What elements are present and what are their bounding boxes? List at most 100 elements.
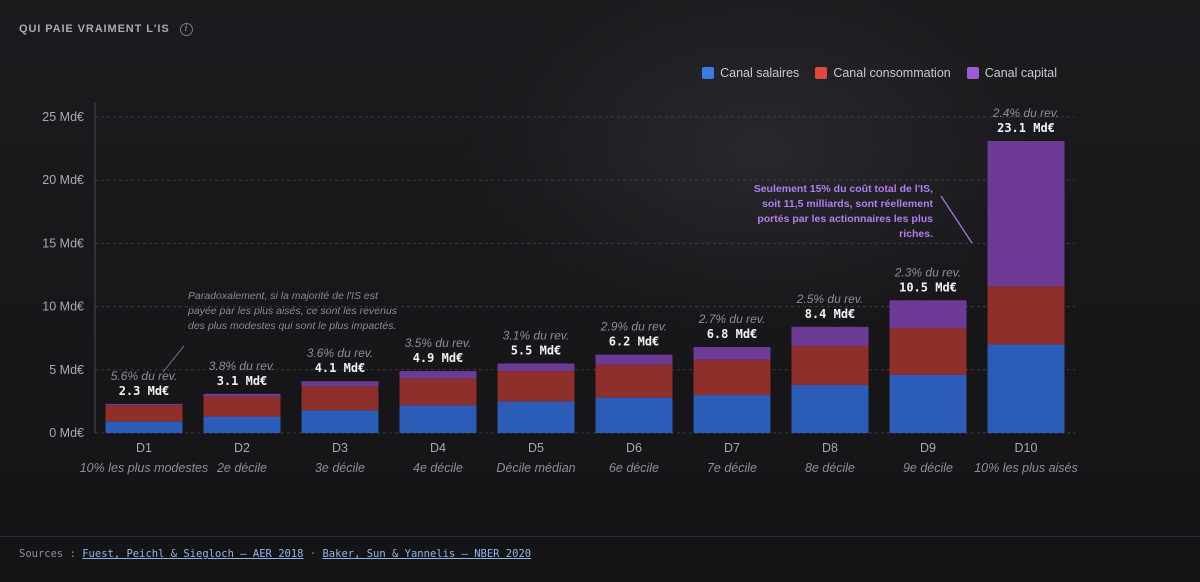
bar-D9-capital: [889, 300, 967, 329]
bar-D7-capital: [693, 347, 771, 360]
annotation-d10-line-1: Seulement 15% du coût total de l'IS,: [754, 183, 933, 195]
bar-D2-consommation: [203, 396, 281, 417]
share-label-D9: 2.3% du rev.: [894, 265, 961, 279]
bar-D1-consommation: [105, 405, 183, 422]
bar-D8-capital: [791, 326, 869, 346]
total-label-D3: 4.1 Md€: [315, 361, 366, 375]
share-label-D4: 3.5% du rev.: [405, 336, 471, 350]
x-sublabel-D6: 6e décile: [609, 461, 659, 475]
total-label-D7: 6.8 Md€: [707, 327, 758, 341]
sources-separator: ·: [309, 548, 317, 560]
total-label-D1: 2.3 Md€: [119, 384, 170, 398]
x-sublabel-D10: 10% les plus aisés: [974, 461, 1078, 475]
annotation-d1-pointer: [162, 345, 185, 373]
bar-D10-consommation: [987, 286, 1065, 345]
x-tick-label-D7: D7: [724, 441, 740, 455]
share-label-D1: 5.6% du rev.: [111, 369, 177, 383]
annotation-d1-line-3: des plus modestes qui sont le plus impac…: [188, 320, 396, 332]
x-sublabel-D9: 9e décile: [903, 461, 953, 475]
bar-D9-salaires: [889, 374, 967, 433]
x-sublabel-D1: 10% les plus modestes: [80, 461, 209, 475]
bar-D3-consommation: [301, 386, 379, 411]
bar-D7-salaires: [693, 395, 771, 433]
x-sublabel-D2: 2e décile: [216, 461, 267, 475]
bar-D5-salaires: [497, 401, 575, 433]
sources-prefix: Sources :: [19, 548, 76, 560]
bar-D3-salaires: [301, 410, 379, 433]
bar-D7-consommation: [693, 359, 771, 396]
total-label-D4: 4.9 Md€: [413, 351, 464, 365]
bar-D8-consommation: [791, 345, 869, 385]
bar-D6-capital: [595, 354, 673, 365]
bar-D10-capital: [987, 141, 1065, 287]
legend-swatch-consommation: [815, 67, 828, 79]
x-tick-label-D9: D9: [920, 441, 936, 455]
info-icon[interactable]: i: [179, 22, 193, 36]
share-label-D2: 3.8% du rev.: [209, 359, 275, 373]
share-label-D8: 2.5% du rev.: [796, 292, 863, 306]
x-sublabel-D4: 4e décile: [413, 461, 463, 475]
y-tick-label-5: 5 Md€: [49, 363, 84, 377]
legend-swatch-capital: [966, 67, 979, 79]
x-tick-label-D5: D5: [528, 441, 544, 455]
legend-swatch-salaires: [702, 67, 715, 79]
sources-footer: Sources : Fuest, Peichl & Siegloch — AER…: [19, 548, 531, 560]
legend-label-consommation: Canal consommation: [833, 66, 951, 80]
footer-divider: [0, 536, 1200, 537]
x-tick-label-D1: D1: [136, 441, 152, 455]
y-tick-label-20: 20 Md€: [42, 173, 84, 187]
total-label-D5: 5.5 Md€: [511, 343, 562, 357]
share-label-D6: 2.9% du rev.: [600, 320, 667, 334]
share-label-D5: 3.1% du rev.: [503, 328, 569, 342]
legend-label-capital: Canal capital: [984, 66, 1057, 80]
annotation-d10-line-2: soit 11,5 milliards, sont réellement: [762, 198, 933, 210]
chart-header: QUI PAIE VRAIMENT L'IS i: [19, 19, 193, 39]
source-link-fuest[interactable]: Fuest, Peichl & Siegloch — AER 2018: [82, 548, 304, 560]
bar-D1-capital: [105, 403, 183, 406]
bar-D4-salaires: [399, 405, 477, 433]
bar-D6-salaires: [595, 397, 673, 433]
share-label-D7: 2.7% du rev.: [698, 312, 765, 326]
annotation-d10-pointer: [940, 195, 973, 244]
x-tick-label-D8: D8: [822, 441, 838, 455]
source-link-baker[interactable]: Baker, Sun & Yannelis — NBER 2020: [322, 548, 532, 560]
total-label-D6: 6.2 Md€: [609, 335, 660, 349]
total-label-D2: 3.1 Md€: [217, 374, 268, 388]
bar-D4-capital: [399, 371, 477, 379]
annotation-d10-line-3: portés par les actionnaires les plus: [757, 213, 933, 225]
x-tick-label-D6: D6: [626, 441, 642, 455]
y-tick-label-15: 15 Md€: [42, 236, 84, 250]
legend-item-consommation[interactable]: Canal consommation: [815, 66, 951, 80]
x-sublabel-D8: 8e décile: [805, 461, 855, 475]
bar-D6-consommation: [595, 364, 673, 398]
y-tick-label-25: 25 Md€: [42, 110, 84, 124]
x-sublabel-D3: 3e décile: [315, 461, 365, 475]
annotation-d10-line-4: riches.: [899, 228, 933, 240]
y-tick-label-0: 0 Md€: [49, 426, 84, 440]
bar-D5-capital: [497, 363, 575, 372]
y-tick-label-10: 10 Md€: [42, 300, 84, 314]
bar-D2-salaires: [203, 416, 281, 433]
total-label-D8: 8.4 Md€: [805, 307, 856, 321]
x-tick-label-D2: D2: [234, 441, 250, 455]
x-tick-label-D10: D10: [1015, 441, 1038, 455]
bar-D2-capital: [203, 393, 281, 397]
x-tick-label-D4: D4: [430, 441, 446, 455]
chart-legend: Canal salaires Canal consommation Canal …: [702, 66, 1057, 80]
bar-D8-salaires: [791, 384, 869, 433]
chart-title: QUI PAIE VRAIMENT L'IS: [19, 23, 170, 35]
annotation-d1-line-1: Paradoxalement, si la majorité de l'IS e…: [188, 290, 379, 302]
bar-D9-consommation: [889, 328, 967, 375]
x-sublabel-D5: Décile médian: [496, 461, 575, 475]
legend-item-capital[interactable]: Canal capital: [966, 66, 1057, 80]
bar-D3-capital: [301, 381, 379, 387]
stacked-bar-chart: 0 Md€ 5 Md€ 10 Md€ 15 Md€ 20 Md€ 25 Md€ 2.3 Md…: [42, 103, 1078, 475]
legend-label-salaires: Canal salaires: [720, 66, 800, 80]
total-label-D10: 23.1 Md€: [997, 121, 1055, 135]
bar-D1-salaires: [105, 421, 183, 433]
bar-D5-consommation: [497, 371, 575, 402]
share-label-D3: 3.6% du rev.: [307, 346, 373, 360]
total-label-D9: 10.5 Md€: [899, 280, 957, 294]
legend-item-salaires[interactable]: Canal salaires: [702, 66, 799, 80]
